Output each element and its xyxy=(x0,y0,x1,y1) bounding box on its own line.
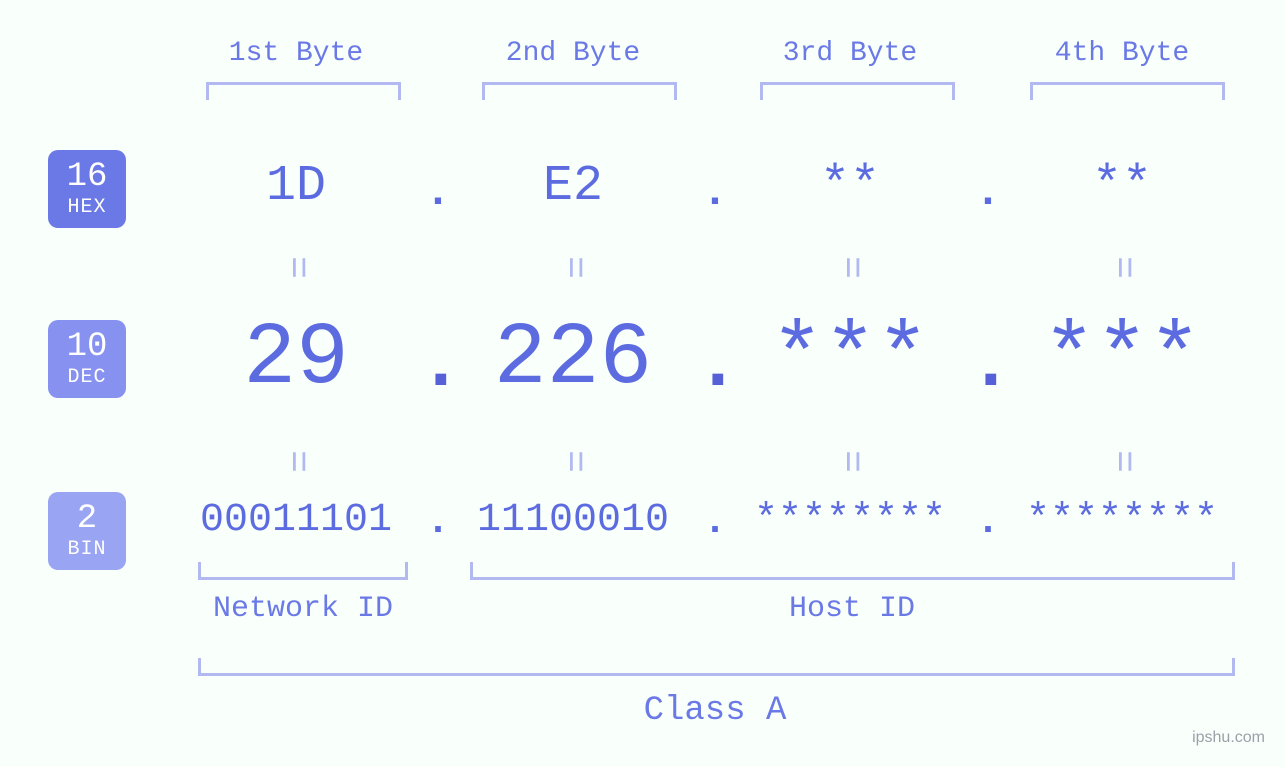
class-label: Class A xyxy=(565,692,865,730)
byte-4-label: 4th Byte xyxy=(1012,38,1232,69)
dec-byte-4: *** xyxy=(992,310,1252,409)
bin-badge: 2 BIN xyxy=(48,492,126,570)
hex-dot-1: . xyxy=(418,168,458,218)
byte-3-label: 3rd Byte xyxy=(740,38,960,69)
class-bracket xyxy=(198,658,1235,676)
eq-hex-dec-4: = xyxy=(1101,248,1144,288)
eq-hex-dec-2: = xyxy=(552,248,595,288)
eq-dec-bin-2: = xyxy=(552,442,595,482)
hex-byte-3: ** xyxy=(730,158,970,215)
hex-badge-tag: HEX xyxy=(67,198,106,218)
dec-badge-tag: DEC xyxy=(67,368,106,388)
dec-byte-2: 226 xyxy=(443,310,703,409)
watermark: ipshu.com xyxy=(1192,729,1265,747)
dec-byte-3: *** xyxy=(720,310,980,409)
bin-byte-4: ******** xyxy=(992,498,1252,543)
eq-dec-bin-3: = xyxy=(829,442,872,482)
bin-byte-3: ******** xyxy=(720,498,980,543)
hex-badge: 16 HEX xyxy=(48,150,126,228)
hex-byte-2: E2 xyxy=(453,158,693,215)
network-id-label: Network ID xyxy=(173,592,433,626)
bin-byte-2: 11100010 xyxy=(443,498,703,543)
hex-dot-2: . xyxy=(695,168,735,218)
network-id-bracket xyxy=(198,562,408,580)
eq-dec-bin-4: = xyxy=(1101,442,1144,482)
byte-1-label: 1st Byte xyxy=(186,38,406,69)
host-id-label: Host ID xyxy=(722,592,982,626)
byte-4-bracket xyxy=(1030,82,1225,100)
dec-badge-num: 10 xyxy=(67,330,108,364)
host-id-bracket xyxy=(470,562,1235,580)
hex-byte-1: 1D xyxy=(176,158,416,215)
byte-2-bracket xyxy=(482,82,677,100)
dec-badge: 10 DEC xyxy=(48,320,126,398)
dec-byte-1: 29 xyxy=(166,310,426,409)
hex-byte-4: ** xyxy=(1002,158,1242,215)
hex-badge-num: 16 xyxy=(67,160,108,194)
byte-2-label: 2nd Byte xyxy=(463,38,683,69)
bin-byte-1: 00011101 xyxy=(166,498,426,543)
byte-1-bracket xyxy=(206,82,401,100)
byte-3-bracket xyxy=(760,82,955,100)
bin-badge-num: 2 xyxy=(77,502,97,536)
eq-dec-bin-1: = xyxy=(275,442,318,482)
eq-hex-dec-1: = xyxy=(275,248,318,288)
eq-hex-dec-3: = xyxy=(829,248,872,288)
bin-badge-tag: BIN xyxy=(67,540,106,560)
